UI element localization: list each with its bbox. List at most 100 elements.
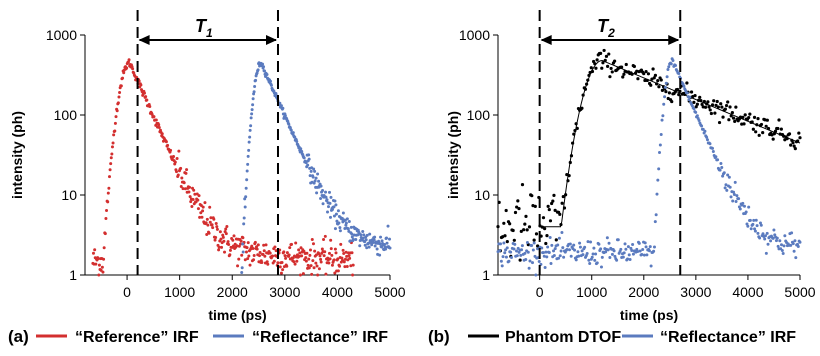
data-point: [350, 251, 354, 255]
data-point: [172, 154, 176, 158]
data-point: [197, 194, 201, 198]
data-point: [501, 255, 505, 259]
data-point: [536, 244, 540, 248]
data-point: [302, 156, 306, 160]
data-point: [705, 138, 709, 142]
data-point: [372, 238, 376, 242]
data-point: [548, 235, 552, 239]
data-point: [308, 174, 312, 178]
data-point: [247, 148, 251, 152]
data-point: [562, 255, 566, 259]
data-point: [264, 243, 268, 247]
data-point: [350, 232, 354, 236]
data-point: [258, 254, 262, 258]
data-point: [552, 253, 556, 257]
data-point: [363, 243, 367, 247]
data-point: [675, 87, 680, 92]
data-point: [621, 255, 625, 259]
data-point: [606, 64, 610, 68]
data-point: [600, 66, 604, 70]
data-point: [792, 144, 796, 148]
data-point: [547, 207, 551, 212]
data-point: [588, 261, 592, 265]
data-point: [748, 218, 752, 222]
data-point: [200, 215, 204, 219]
data-point: [361, 236, 365, 240]
fit-line: [539, 59, 801, 228]
data-point: [572, 243, 576, 247]
data-point: [580, 106, 584, 110]
data-point: [561, 194, 565, 199]
data-point: [253, 85, 257, 89]
data-point: [344, 221, 348, 225]
data-point: [546, 245, 550, 249]
data-point: [253, 240, 257, 244]
data-point: [621, 75, 625, 79]
data-point: [657, 167, 661, 171]
data-point: [777, 118, 781, 122]
data-point: [764, 124, 768, 128]
data-point: [284, 256, 288, 260]
data-point: [587, 258, 591, 262]
data-point: [660, 88, 665, 92]
data-point: [214, 236, 218, 240]
data-point: [656, 178, 660, 182]
interval-label-subscript: 1: [206, 26, 213, 40]
data-point: [205, 233, 209, 237]
data-point: [268, 79, 272, 83]
data-point: [613, 254, 617, 258]
data-point: [338, 264, 342, 268]
x-tick-label: 0: [536, 284, 544, 300]
data-point: [607, 52, 611, 56]
data-point: [263, 69, 267, 73]
data-point: [321, 202, 325, 206]
data-point: [307, 257, 311, 261]
data-point: [247, 140, 251, 144]
data-point: [348, 239, 352, 243]
data-point: [311, 259, 315, 263]
data-point: [793, 239, 797, 243]
data-point: [554, 238, 558, 242]
data-point: [192, 188, 196, 192]
data-point: [550, 243, 554, 247]
data-point: [263, 254, 267, 258]
data-point: [715, 99, 719, 104]
data-point: [728, 185, 732, 189]
data-point: [241, 236, 245, 240]
data-point: [248, 128, 252, 132]
data-point: [110, 152, 114, 156]
data-point: [522, 228, 526, 232]
data-point: [329, 195, 333, 199]
data-point: [565, 248, 569, 252]
series-1: [496, 48, 802, 262]
data-point: [524, 214, 528, 218]
data-point: [144, 95, 148, 99]
data-point: [544, 250, 548, 254]
interval-label: T2: [597, 16, 615, 40]
data-point: [169, 148, 173, 152]
data-point: [645, 253, 649, 257]
data-point: [594, 66, 598, 70]
data-point: [335, 219, 339, 223]
data-point: [347, 254, 351, 258]
data-point: [706, 100, 710, 104]
data-point: [121, 76, 125, 80]
data-point: [798, 136, 802, 140]
data-point: [348, 256, 352, 260]
data-point: [315, 264, 319, 268]
panel-label: (a): [8, 327, 29, 346]
data-point: [599, 265, 603, 269]
data-point: [626, 257, 630, 261]
interval-arrowhead-right: [668, 35, 680, 45]
data-point: [177, 149, 181, 153]
data-point: [312, 266, 316, 270]
data-point: [107, 175, 111, 179]
data-point: [307, 157, 311, 161]
data-point: [332, 214, 336, 218]
data-point: [351, 263, 355, 267]
data-point: [723, 186, 727, 190]
data-point: [385, 236, 389, 240]
data-point: [644, 245, 648, 249]
y-axis-label: intensity (ph): [445, 111, 461, 199]
data-point: [344, 250, 348, 254]
